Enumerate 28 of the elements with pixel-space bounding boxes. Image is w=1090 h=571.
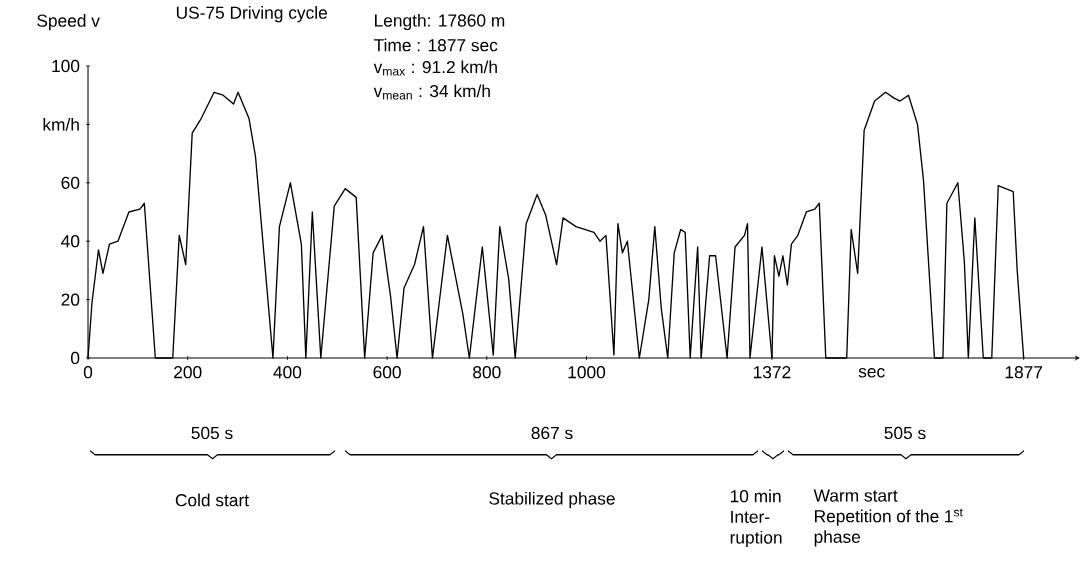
y-tick-label: km/h — [43, 118, 79, 131]
text: Length: 17860 m — [375, 13, 505, 31]
x-tick-label: 800 — [473, 366, 501, 379]
y-tick-label: 20 — [61, 293, 80, 306]
annotation: v$_{max}$ : 91.2 km/h — [373, 60, 497, 76]
text: 505 s — [191, 426, 233, 440]
y-tick-label: 0 — [71, 351, 80, 365]
y-tick-label: 60 — [61, 176, 80, 189]
text: Stabilized phase — [489, 491, 615, 509]
x-tick-label: 200 — [174, 366, 202, 379]
x-tick-label: 1372 — [753, 366, 791, 379]
chart-title: US-75 Driving cycle — [176, 6, 327, 23]
text: Cold start — [175, 493, 249, 507]
y-tick-label: 100 — [52, 59, 80, 73]
x-tick-label: 600 — [373, 366, 401, 379]
text: 867 s — [531, 426, 573, 440]
y-axis-title: Speed v — [37, 14, 100, 31]
text: Time : 1877 sec — [374, 38, 498, 52]
annotation: v$_{mean}$ : 34 km/h — [373, 84, 490, 100]
text: 505 s — [884, 426, 926, 440]
y-tick-label: 40 — [61, 235, 80, 248]
x-tick-label: 1000 — [568, 366, 606, 379]
text: Warm start Repetition of the 1$^{st}$ phase — [813, 489, 963, 547]
x-axis-title: sec — [858, 368, 885, 378]
x-tick-label: 1877 — [1005, 366, 1043, 379]
text: 10 min Inter-ruption — [730, 489, 782, 548]
x-tick-label: 0 — [83, 366, 93, 379]
x-tick-label: 400 — [273, 366, 302, 379]
